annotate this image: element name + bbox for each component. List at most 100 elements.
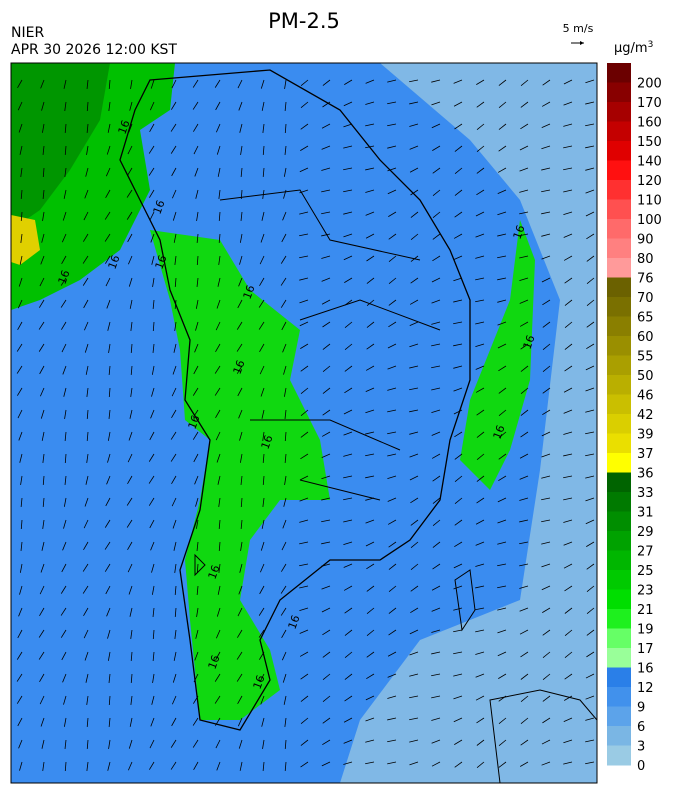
wind-arrow [431,607,441,612]
colorbar-label: 21 [637,603,654,618]
wind-arrow [108,409,111,419]
wind-arrow [130,629,133,639]
wind-arrow [542,365,551,372]
wind-arrow [365,167,375,171]
wind-arrow [387,387,397,391]
wind-arrow [151,585,155,595]
wind-arrow [216,299,221,309]
wind-arrow [19,563,23,573]
wind-arrow [192,717,199,726]
wind-arrow [497,629,507,634]
wind-arrow [365,211,375,216]
wind-arrow [431,387,441,391]
colorbar-label: 42 [637,408,654,423]
colorbar-swatch [607,570,631,590]
wind-arrow [192,79,199,88]
wind-arrow [366,299,375,307]
wind-arrow [107,431,111,441]
wind-arrow [16,365,23,374]
agency: NIER [11,25,44,41]
wind-arrow [322,101,331,108]
wind-arrow [216,607,221,617]
wind-arrow [86,695,89,705]
wind-arrow [129,409,133,419]
wind-arrow [563,761,573,765]
wind-arrow [126,189,133,198]
contour-labels: 16 16 16 16 16 16 16 16 16 16 16 16 16 16 16 16 [56,118,538,691]
wind-arrow [585,101,595,105]
wind-arrow [17,409,23,419]
wind-arrow [498,475,507,482]
colorbar-swatch [607,609,631,629]
wind-arrow [409,101,419,105]
wind-arrow [196,211,199,221]
wind-arrow [84,651,89,661]
wind-arrow [387,409,397,413]
wind-arrow [410,607,419,614]
wind-arrow [365,123,375,127]
colorbar-swatch [607,277,631,298]
wind-arrow [432,563,441,570]
wind-arrow [20,497,23,507]
wind-arrow [149,189,155,198]
wind-arrow [322,321,331,328]
wind-arrow [585,211,595,217]
wind-arrow [585,387,595,392]
wind-arrow [541,739,551,745]
wind-arrow [409,673,419,677]
wind-arrow [64,145,67,156]
wind-arrow [454,431,463,438]
wind-arrow [366,673,375,680]
islands [194,553,597,783]
wind-arrow [42,167,45,178]
wind-arrow [259,255,265,265]
wind-arrow [195,189,199,199]
wind-arrow [299,629,309,634]
wind-arrow [299,607,309,612]
contour-label: 16 [286,613,303,631]
wind-arrow [388,277,397,285]
wind-arrow [106,299,111,309]
colorbar-swatch [607,531,631,551]
wind-arrow [282,673,287,683]
colorbar-label: 23 [637,584,654,599]
wind-arrow [16,651,23,660]
wind-arrow [387,695,397,699]
colorbar-swatch [607,745,631,766]
wind-arrow [240,189,243,200]
wind-arrow [64,123,67,134]
colorbar-swatch [607,336,631,356]
wind-arrow [39,585,45,595]
colorbar-swatch [607,180,631,200]
wind-arrow [62,365,67,375]
wind-arrow [321,761,331,767]
wind-arrow [239,453,243,463]
contour-label: 16 [206,563,223,581]
wind-arrow [520,409,529,416]
wind-arrow [586,563,595,570]
wind-arrow [431,321,441,325]
wind-arrow [563,739,573,744]
wind-arrow [585,475,595,479]
wind-arrow [172,189,177,199]
wind-arrow [366,607,375,615]
wind-arrow [107,321,111,331]
wind-arrow [108,673,111,683]
wind-arrow [322,343,331,350]
wind-arrow [42,519,45,529]
wind-arrow [170,431,177,440]
wind-arrow [86,123,89,133]
wind-arrow [585,145,595,149]
wind-arrow [299,167,309,173]
wind-arrow [104,233,111,242]
wind-arrow [171,409,177,418]
wind-arrow [215,651,221,661]
wind-arrow [299,255,309,259]
wind-arrow [387,145,397,149]
wind-arrow [237,607,243,617]
wind-arrow [541,189,551,193]
wind-arrow [284,761,287,772]
wind-arrow [280,607,287,616]
wind-arrow [196,541,199,551]
wind-arrow [196,233,199,243]
